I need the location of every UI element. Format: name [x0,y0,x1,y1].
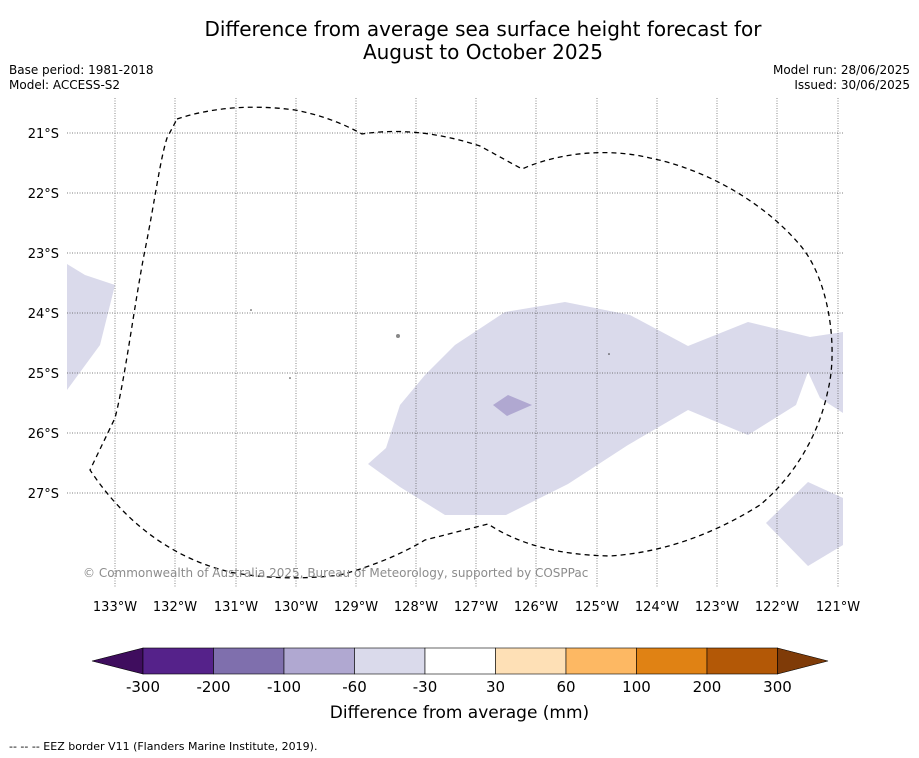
lon-label: 126°W [514,600,558,615]
lon-label: 122°W [755,600,799,615]
latitude-labels: 21°S 22°S 23°S 24°S 25°S 26°S 27°S [28,127,59,502]
title-line-2: August to October 2025 [362,40,604,64]
lon-label: 132°W [153,600,197,615]
lon-label: 129°W [334,600,378,615]
colorbar-tick-label: 60 [556,678,575,696]
lat-label: 21°S [28,127,59,142]
base-period: Base period: 1981-2018 [9,63,154,77]
colorbar-segment [354,647,426,675]
speck [250,309,252,311]
lon-label: 123°W [695,600,739,615]
speck [396,334,400,338]
colorbar-segment [565,647,637,675]
lat-label: 23°S [28,247,59,262]
lat-label: 26°S [28,427,59,442]
lon-label: 131°W [214,600,258,615]
colorbar-tick-label: 100 [622,678,651,696]
model-run: Model run: 28/06/2025 [772,63,910,77]
lon-label: 130°W [274,600,318,615]
colorbar-segment [283,647,355,675]
copyright-notice: © Commonwealth of Australia 2025, Bureau… [83,566,588,580]
colorbar-tick-label: -60 [342,678,367,696]
speck [608,353,610,355]
graticule [67,98,843,588]
anomaly-region-central [368,302,843,515]
colorbar-tick-label: 300 [763,678,792,696]
lon-label: 124°W [635,600,679,615]
anomaly-region-southeast [766,482,843,566]
colorbar-tick-label: 30 [486,678,505,696]
colorbar-tick-label: -300 [126,678,160,696]
title-line-1: Difference from average sea surface heig… [204,17,762,41]
colorbar-segment [706,647,778,675]
speck [289,377,291,379]
colorbar [91,647,829,675]
colorbar-segment [213,647,285,675]
lon-label: 128°W [394,600,438,615]
colorbar-segment [495,647,567,675]
lat-label: 22°S [28,187,59,202]
colorbar-segment [424,647,496,675]
colorbar-label: Difference from average (mm) [329,703,590,723]
map-title: Difference from average sea surface heig… [0,18,919,64]
lat-label: 25°S [28,367,59,382]
lon-label: 127°W [454,600,498,615]
issued-date: Issued: 30/06/2025 [794,78,910,92]
meta-left: Base period: 1981-2018 Model: ACCESS-S2 [9,63,154,93]
model-name: Model: ACCESS-S2 [9,78,121,92]
lon-label: 121°W [816,600,860,615]
colorbar-ticks: -300 -200 -100 -60 -30 30 60 100 200 300 [126,678,792,696]
colorbar-extend-left [91,647,144,675]
colorbar-tick-label: -100 [267,678,301,696]
colorbar-segment [636,647,708,675]
lon-label: 133°W [93,600,137,615]
meta-right: Model run: 28/06/2025 Issued: 30/06/2025 [773,63,910,93]
longitude-labels: 133°W 132°W 131°W 130°W 129°W 128°W 127°… [93,600,860,615]
lat-label: 27°S [28,487,59,502]
anomaly-region-west [67,264,115,390]
lat-label: 24°S [28,307,59,322]
colorbar-tick-label: -30 [413,678,438,696]
colorbar-extend-right [777,647,829,675]
anomaly-fill [67,264,843,566]
colorbar-tick-label: 200 [693,678,722,696]
anomaly-region-small-darker [493,395,532,416]
colorbar-segment [142,647,214,675]
lon-label: 125°W [575,600,619,615]
colorbar-tick-label: -200 [196,678,230,696]
eez-border [89,106,833,579]
eez-footnote: -- -- -- EEZ border V11 (Flanders Marine… [9,740,318,753]
